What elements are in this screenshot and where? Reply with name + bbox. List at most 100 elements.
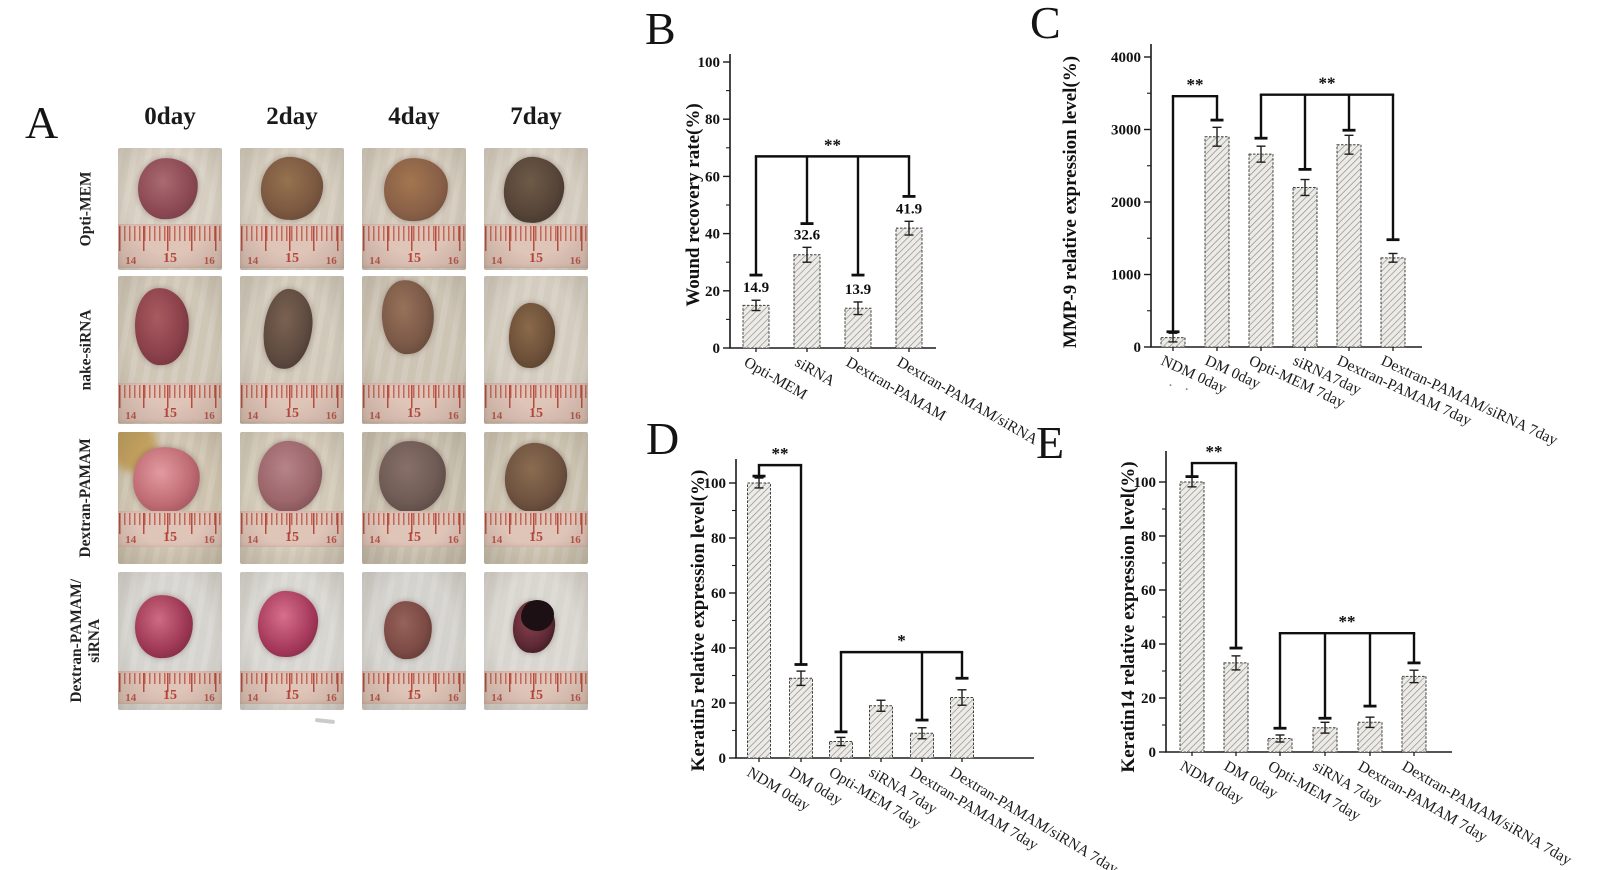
ruler-number-15: 15 [529, 251, 543, 267]
ruler-numbers: 14 15 16 [247, 406, 336, 422]
bar-ndm-0day [1179, 481, 1205, 753]
panel-e-label: E [1036, 417, 1065, 468]
ruler-number-15: 15 [285, 530, 299, 546]
significance-label: ** [1187, 75, 1204, 94]
ruler-numbers: 14 15 16 [491, 688, 580, 704]
bar-dextran-pamam-sirna-7day [1380, 257, 1406, 348]
panel-d-label: D [646, 413, 680, 464]
wound-photo-r1c1: 14 15 16 [118, 148, 222, 270]
wound-photo-r4c3: 14 15 16 [362, 572, 466, 710]
ruler-number-15: 15 [529, 406, 543, 422]
y-tick-label: 80 [711, 531, 726, 547]
y-axis-title: MMP-9 relative expression level(%) [1060, 56, 1081, 348]
ruler-number-16: 16 [448, 255, 459, 267]
ruler-number-15: 15 [163, 406, 177, 422]
ruler-number-16: 16 [326, 255, 337, 267]
ruler-numbers: 14 15 16 [125, 251, 214, 267]
y-tick-label: 40 [711, 641, 726, 657]
significance-label: ** [1206, 442, 1223, 461]
wound-photo-r2c2: 14 15 16 [240, 276, 344, 424]
bar-dextran-pamam-sirna-7day [950, 697, 974, 759]
photo-vignette [240, 572, 344, 710]
y-tick-label: 4000 [1111, 50, 1141, 66]
bar-dextran-pamam-sirna-7day [1401, 675, 1427, 753]
photo-vignette [118, 148, 222, 270]
wound-photo-r3c3: 14 15 16 [362, 432, 466, 564]
bar-opti-mem-7day [829, 741, 853, 759]
bar-dm-0day [1223, 662, 1249, 753]
y-tick-label: 100 [1134, 475, 1157, 491]
photo-vignette [118, 432, 222, 564]
ruler-major-ticks [241, 512, 343, 534]
wound-photo-r2c1: 14 15 16 [118, 276, 222, 424]
ruler-numbers: 14 15 16 [125, 406, 214, 422]
ruler-major-ticks [241, 384, 343, 408]
ruler-strip: 14 15 16 [362, 223, 466, 268]
ruler-number-14: 14 [369, 534, 380, 546]
ruler-number-16: 16 [448, 534, 459, 546]
photo-vignette [484, 148, 588, 270]
ruler-number-14: 14 [247, 534, 258, 546]
column-header-4day: 4day [388, 103, 440, 130]
ruler-major-ticks [485, 225, 587, 252]
y-tick-label: 0 [719, 751, 727, 767]
wound-photo-r3c2: 14 15 16 [240, 432, 344, 564]
ruler-numbers: 14 15 16 [125, 688, 214, 704]
ruler-numbers: 14 15 16 [491, 251, 580, 267]
ruler-number-15: 15 [407, 530, 421, 546]
bar-sirna-7day [869, 705, 893, 759]
ruler-strip: 14 15 16 [240, 671, 344, 705]
y-tick-label: 60 [1141, 583, 1156, 599]
ruler-number-16: 16 [570, 410, 581, 422]
ruler-number-14: 14 [491, 534, 502, 546]
ruler-major-ticks [485, 673, 587, 693]
significance-label: ** [1319, 74, 1336, 93]
wound-scab-spot [520, 599, 554, 632]
bar-value-label: 13.9 [845, 282, 871, 298]
y-axis-title: Keratin14 relative expression level(%) [1118, 461, 1139, 772]
y-tick-label: 20 [705, 284, 720, 300]
significance-label: ** [824, 135, 841, 154]
ruler-strip: 14 15 16 [362, 382, 466, 423]
bar-dextran-pamam-sirna [895, 227, 923, 349]
ruler-number-16: 16 [326, 410, 337, 422]
ruler-number-14: 14 [369, 692, 380, 704]
ruler-major-ticks [119, 384, 221, 408]
panel-b-label: B [645, 3, 676, 54]
ruler-number-15: 15 [163, 251, 177, 267]
ruler-number-14: 14 [369, 255, 380, 267]
photo-vignette [118, 276, 222, 424]
ruler-major-ticks [363, 225, 465, 252]
ruler-strip: 14 15 16 [362, 511, 466, 547]
wound-photo-r4c4: 14 15 16 [484, 572, 588, 710]
wound-photo-r1c4: 14 15 16 [484, 148, 588, 270]
ruler-number-14: 14 [247, 255, 258, 267]
y-tick-label: 3000 [1111, 123, 1141, 139]
ruler-strip: 14 15 16 [484, 671, 588, 705]
ruler-number-15: 15 [163, 688, 177, 704]
ruler-numbers: 14 15 16 [247, 530, 336, 546]
photo-vignette [362, 276, 466, 424]
ruler-major-ticks [119, 512, 221, 534]
wound-photo-r2c3: 14 15 16 [362, 276, 466, 424]
ruler-numbers: 14 15 16 [247, 251, 336, 267]
y-tick-label: 2000 [1111, 195, 1141, 211]
ruler-number-15: 15 [407, 251, 421, 267]
x-tick-label: Dextran-PAMAM/siRNA 7day [1399, 758, 1575, 869]
ruler-number-15: 15 [163, 530, 177, 546]
ruler-number-14: 14 [369, 410, 380, 422]
ruler-major-ticks [119, 673, 221, 693]
ruler-numbers: 14 15 16 [247, 688, 336, 704]
ruler-strip: 14 15 16 [484, 511, 588, 547]
bar-dm-0day [1204, 136, 1230, 348]
chart-C: 0 1000 2000 3000 4000 MMP-9 relative expressi… [1060, 44, 1560, 449]
bar-ndm-0day [747, 482, 771, 759]
ruler-number-15: 15 [285, 406, 299, 422]
ruler-strip: 14 15 16 [240, 223, 344, 268]
column-header-0day: 0day [144, 103, 196, 130]
y-tick-label: 0 [1134, 340, 1142, 356]
ruler-number-16: 16 [448, 410, 459, 422]
photo-vignette [362, 432, 466, 564]
y-tick-label: 0 [713, 341, 721, 357]
